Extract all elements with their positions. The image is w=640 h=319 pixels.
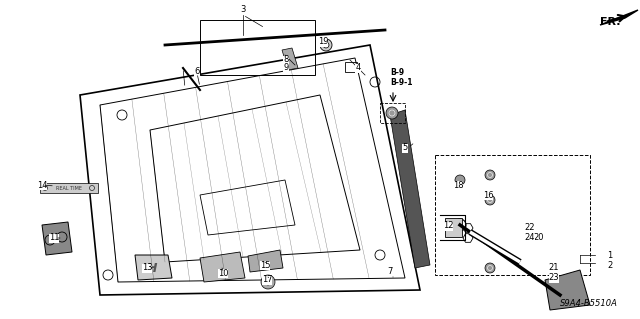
- Polygon shape: [200, 252, 245, 282]
- Text: 6: 6: [195, 68, 200, 77]
- Text: 15: 15: [260, 261, 270, 270]
- Text: 24: 24: [525, 234, 535, 242]
- Polygon shape: [282, 48, 298, 70]
- Text: 16: 16: [483, 190, 493, 199]
- Text: 12: 12: [443, 221, 453, 231]
- Text: 2: 2: [607, 261, 612, 270]
- Text: 19: 19: [317, 38, 328, 47]
- Circle shape: [485, 170, 495, 180]
- Circle shape: [548, 283, 562, 297]
- Text: 4: 4: [355, 63, 360, 72]
- Bar: [40, 183, 98, 193]
- Text: 20: 20: [534, 234, 544, 242]
- Text: 10: 10: [218, 269, 228, 278]
- Text: B-9
B-9-1: B-9 B-9-1: [390, 68, 413, 87]
- Text: 13: 13: [141, 263, 152, 272]
- Polygon shape: [135, 255, 172, 280]
- Circle shape: [455, 175, 465, 185]
- Text: 8: 8: [284, 56, 289, 64]
- Bar: [200, 20, 315, 75]
- Text: 5: 5: [403, 144, 408, 152]
- Text: S9A4-B5510A: S9A4-B5510A: [560, 299, 618, 308]
- Text: 1: 1: [607, 250, 612, 259]
- Text: 7: 7: [387, 268, 393, 277]
- Bar: [345, 62, 357, 72]
- Text: 21: 21: [548, 263, 559, 272]
- Polygon shape: [445, 218, 462, 237]
- Bar: [435, 155, 590, 275]
- Bar: [380, 103, 405, 123]
- Text: 17: 17: [262, 276, 272, 285]
- Text: H: H: [147, 262, 157, 275]
- Text: 22: 22: [525, 224, 535, 233]
- Polygon shape: [248, 250, 283, 272]
- Text: REAL TIME: REAL TIME: [56, 186, 82, 190]
- Text: 3: 3: [240, 5, 246, 14]
- Polygon shape: [42, 222, 72, 255]
- Circle shape: [453, 221, 463, 231]
- Circle shape: [454, 219, 466, 231]
- Text: 11: 11: [49, 234, 60, 242]
- Circle shape: [386, 107, 398, 119]
- Circle shape: [485, 263, 495, 273]
- Polygon shape: [390, 110, 430, 268]
- Polygon shape: [545, 270, 590, 310]
- Text: 23: 23: [548, 273, 559, 283]
- Text: 14: 14: [36, 181, 47, 189]
- Text: 18: 18: [452, 181, 463, 189]
- Text: 9: 9: [284, 63, 289, 72]
- Circle shape: [261, 275, 275, 289]
- Text: FR.: FR.: [600, 17, 621, 27]
- Circle shape: [485, 195, 495, 205]
- Circle shape: [320, 39, 332, 51]
- Polygon shape: [600, 10, 638, 25]
